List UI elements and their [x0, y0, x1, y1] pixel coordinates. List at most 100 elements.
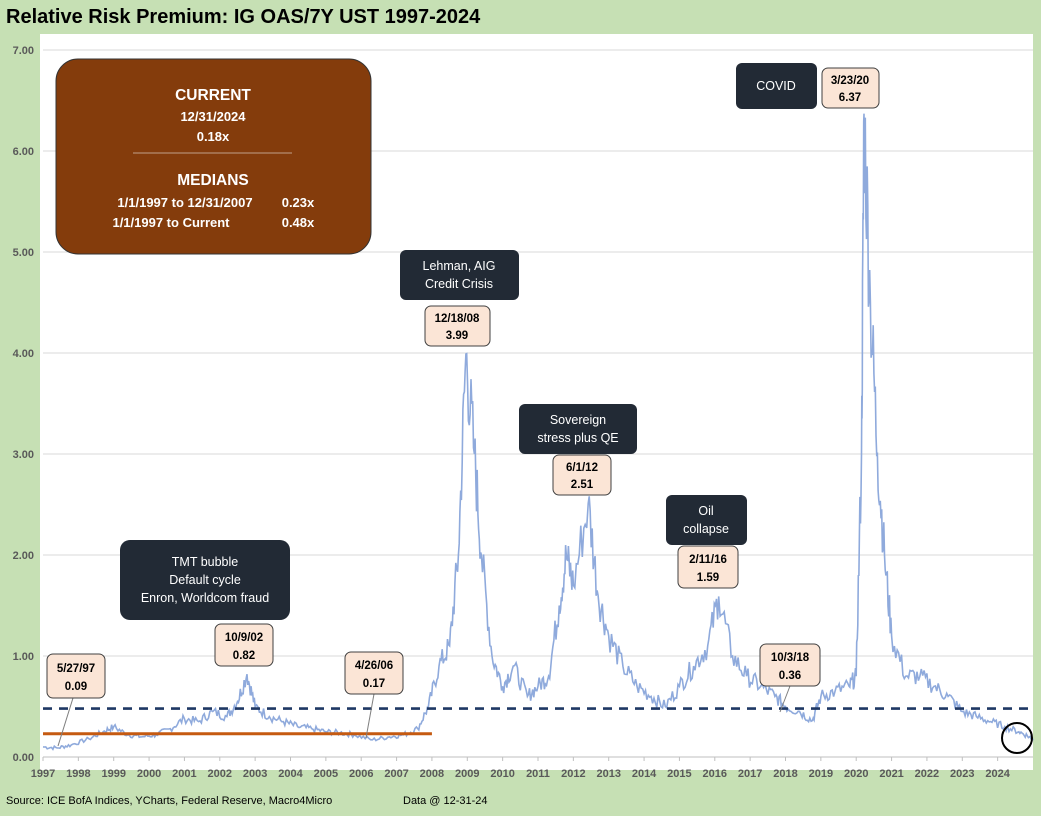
x-tick-label-3: 2000: [137, 768, 161, 780]
x-tick-label-27: 2024: [985, 768, 1010, 780]
callout-leader-1997: [57, 697, 74, 747]
callout-1997-bg: [46, 653, 106, 699]
x-tick-label-0: 1997: [31, 768, 55, 780]
event-box-sovereign-line-1: Sovereign: [550, 413, 606, 427]
x-tick-label-19: 2016: [703, 768, 727, 780]
y-tick-label-4: 4.00: [13, 348, 34, 360]
y-tick-label-7: 7.00: [13, 45, 34, 57]
current-marker-circle: [1001, 722, 1033, 754]
event-box-oil-line-2: collapse: [683, 522, 729, 536]
event-box-lehman-line-1: Lehman, AIG: [423, 259, 496, 273]
summary-median-value-1: 0.23x: [282, 195, 315, 210]
x-tick-label-13: 2010: [490, 768, 514, 780]
y-tick-label-1: 1.00: [13, 651, 34, 663]
x-tick-label-24: 2021: [879, 768, 903, 780]
callout-2008-bg: [424, 305, 491, 347]
x-tick-label-8: 2005: [314, 768, 338, 780]
callout-leader-2018: [779, 685, 791, 713]
x-tick-label-18: 2015: [667, 768, 691, 780]
summary-median-range-1: 1/1/1997 to 12/31/2007: [117, 195, 252, 210]
callout-2012-bg: [552, 454, 612, 496]
event-box-sovereign-line-2: stress plus QE: [537, 431, 618, 445]
callout-2016: 2/11/16 1.59: [677, 545, 739, 589]
summary-medians-heading: MEDIANS: [177, 172, 248, 189]
summary-box: CURRENT 12/31/2024 0.18x MEDIANS 1/1/199…: [55, 58, 372, 255]
x-tick-label-16: 2013: [596, 768, 620, 780]
callout-1997-value: 0.09: [65, 681, 87, 693]
event-box-sovereign-bg: [519, 404, 637, 454]
x-tick-label-10: 2007: [384, 768, 408, 780]
callout-2018-bg: [759, 643, 821, 687]
callout-2020-bg: [821, 67, 880, 109]
footer-source: Source: ICE BofA Indices, YCharts, Feder…: [6, 795, 332, 807]
callout-2016-date: 2/11/16: [689, 554, 727, 566]
callout-1997-date: 5/27/97: [57, 663, 95, 675]
y-tick-label-3: 3.00: [13, 449, 34, 461]
event-box-tmt-line-1: TMT bubble: [172, 555, 239, 569]
callout-2012: 6/1/12 2.51: [552, 454, 612, 496]
callout-2006-value: 0.17: [363, 678, 385, 690]
event-box-covid-line-1: COVID: [756, 79, 796, 93]
summary-box-bg: [55, 58, 372, 255]
x-tick-label-20: 2017: [738, 768, 762, 780]
callout-2012-value: 2.51: [571, 479, 594, 491]
callout-leader-2006: [365, 693, 375, 739]
x-tick-label-12: 2009: [455, 768, 479, 780]
summary-median-range-2: 1/1/1997 to Current: [112, 215, 230, 230]
summary-current-date: 12/31/2024: [180, 109, 246, 124]
x-tick-label-11: 2008: [420, 768, 444, 780]
callout-2008-value: 3.99: [446, 330, 468, 342]
event-box-tmt-line-3: Enron, Worldcom fraud: [141, 591, 269, 605]
x-axis-labels: 1997 1998 1999 2000 2001 2002 2003 2004 2005 2006…: [31, 768, 1011, 780]
callout-1997: 5/27/97 0.09: [46, 653, 106, 699]
y-tick-label-0: 0.00: [13, 752, 34, 764]
x-tick-label-22: 2019: [809, 768, 833, 780]
y-tick-label-2: 2.00: [13, 550, 34, 562]
x-tick-label-2: 1999: [101, 768, 125, 780]
callout-2002: 10/9/02 0.82: [214, 623, 274, 667]
event-box-lehman: Lehman, AIG Credit Crisis: [400, 250, 519, 300]
event-box-oil: Oil collapse: [666, 495, 747, 545]
callout-2016-value: 1.59: [697, 572, 719, 584]
x-tick-label-25: 2022: [915, 768, 939, 780]
series-layer: [42, 113, 1034, 751]
x-tick-label-4: 2001: [172, 768, 196, 780]
event-box-covid: COVID: [736, 63, 817, 109]
callout-2012-date: 6/1/12: [566, 462, 598, 474]
x-tick-label-1: 1998: [66, 768, 90, 780]
event-box-tmt: TMT bubble Default cycle Enron, Worldcom…: [120, 540, 290, 620]
x-tick-label-23: 2020: [844, 768, 868, 780]
summary-current-value: 0.18x: [197, 129, 230, 144]
x-tick-label-5: 2002: [208, 768, 232, 780]
callout-2018: 10/3/18 0.36: [759, 643, 821, 687]
x-tick-label-7: 2004: [278, 768, 303, 780]
event-box-lehman-line-2: Credit Crisis: [425, 277, 493, 291]
summary-current-heading: CURRENT: [175, 87, 251, 104]
callout-2008-date: 12/18/08: [435, 313, 480, 325]
callout-2018-date: 10/3/18: [771, 652, 810, 664]
event-box-oil-bg: [666, 495, 747, 545]
event-box-covid-bg: [736, 63, 817, 109]
x-tick-label-26: 2023: [950, 768, 974, 780]
callout-2006: 4/26/06 0.17: [344, 651, 404, 695]
y-tick-label-5: 5.00: [13, 247, 34, 259]
event-box-oil-line-1: Oil: [698, 504, 713, 518]
callout-2002-value: 0.82: [233, 650, 255, 662]
x-tick-label-15: 2012: [561, 768, 585, 780]
callout-2008: 12/18/08 3.99: [424, 305, 491, 347]
footer-data-as-of: Data @ 12-31-24: [403, 795, 488, 807]
x-tick-label-21: 2018: [773, 768, 797, 780]
event-box-tmt-bg: [120, 540, 290, 620]
callout-2002-date: 10/9/02: [225, 632, 263, 644]
x-tick-label-6: 2003: [243, 768, 267, 780]
x-tick-label-14: 2011: [526, 768, 550, 780]
callout-2020: 3/23/20 6.37: [821, 67, 880, 109]
callout-2006-date: 4/26/06: [355, 660, 393, 672]
callout-2018-value: 0.36: [779, 670, 801, 682]
page-title: Relative Risk Premium: IG OAS/7Y UST 199…: [6, 6, 481, 28]
y-axis-labels: 0.00 1.00 2.00 3.00 4.00 5.00 6.00 7.00: [13, 45, 34, 764]
series-line: [42, 113, 1034, 751]
event-box-sovereign: Sovereign stress plus QE: [519, 404, 637, 454]
summary-median-value-2: 0.48x: [282, 215, 315, 230]
